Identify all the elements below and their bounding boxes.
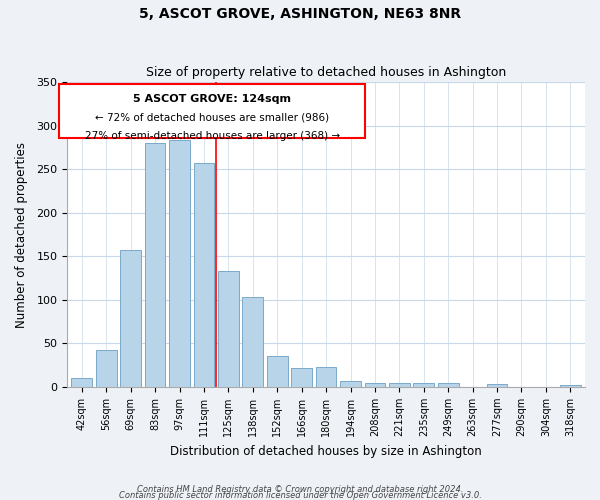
- Bar: [145, 143, 166, 387]
- Bar: [96, 350, 116, 387]
- Bar: [169, 140, 190, 387]
- Bar: [389, 382, 410, 387]
- Bar: [340, 381, 361, 387]
- Text: Contains public sector information licensed under the Open Government Licence v3: Contains public sector information licen…: [119, 490, 481, 500]
- Text: 5 ASCOT GROVE: 124sqm: 5 ASCOT GROVE: 124sqm: [133, 94, 291, 104]
- Title: Size of property relative to detached houses in Ashington: Size of property relative to detached ho…: [146, 66, 506, 80]
- Bar: [316, 367, 337, 387]
- Bar: [267, 356, 287, 387]
- Bar: [365, 382, 385, 387]
- Text: ← 72% of detached houses are smaller (986): ← 72% of detached houses are smaller (98…: [95, 112, 329, 122]
- Bar: [438, 384, 458, 387]
- Bar: [413, 382, 434, 387]
- Text: 5, ASCOT GROVE, ASHINGTON, NE63 8NR: 5, ASCOT GROVE, ASHINGTON, NE63 8NR: [139, 8, 461, 22]
- Bar: [71, 378, 92, 387]
- Bar: [291, 368, 312, 387]
- Text: Contains HM Land Registry data © Crown copyright and database right 2024.: Contains HM Land Registry data © Crown c…: [137, 484, 463, 494]
- Bar: [487, 384, 508, 387]
- FancyBboxPatch shape: [59, 84, 365, 138]
- Bar: [242, 297, 263, 387]
- Y-axis label: Number of detached properties: Number of detached properties: [15, 142, 28, 328]
- Text: 27% of semi-detached houses are larger (368) →: 27% of semi-detached houses are larger (…: [85, 131, 340, 141]
- Bar: [560, 385, 581, 387]
- X-axis label: Distribution of detached houses by size in Ashington: Distribution of detached houses by size …: [170, 444, 482, 458]
- Bar: [121, 250, 141, 387]
- Bar: [194, 163, 214, 387]
- Bar: [218, 271, 239, 387]
